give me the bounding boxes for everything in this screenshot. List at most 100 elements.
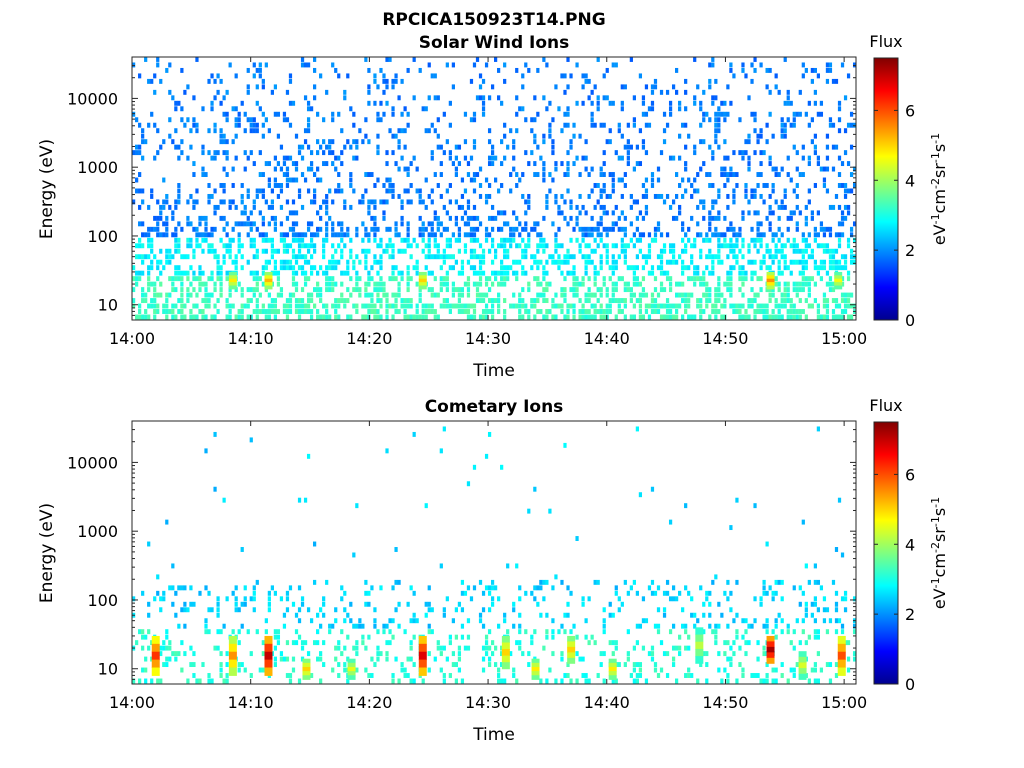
spectrogram-cell [442,281,446,287]
spectrogram-cell [469,237,474,243]
spectrogram-cell [720,166,724,172]
spectrogram-cell [840,161,845,167]
spectrogram-cell [726,623,730,629]
spectrogram-cell [406,221,410,227]
spectrogram-cell [650,106,655,112]
spectrogram-cell [288,259,293,265]
spectrogram-cell [521,84,525,90]
spectrogram-cell [216,298,220,304]
spectrogram-cell [309,221,314,227]
flux-hotspot-cell [228,275,237,280]
spectrogram-cell [596,199,600,205]
spectrogram-cell [831,309,836,314]
spectrogram-cell [141,292,145,298]
spectrogram-cell [816,634,820,640]
spectrogram-cell [801,281,805,287]
spectrogram-cell [765,662,769,668]
spectrogram-cell [231,139,235,145]
spectrogram-cell [313,287,317,293]
spectrogram-cell [563,673,567,678]
spectrogram-cell [210,226,214,232]
spectrogram-cell [180,292,184,298]
spectrogram-cell [213,150,217,156]
spectrogram-cell [771,314,775,320]
spectrogram-cell [264,265,268,271]
spectrogram-cell [584,226,588,232]
spectrogram-cell [668,204,673,210]
spectrogram-cell [255,226,259,232]
spectrogram-cell [533,629,537,635]
spectrogram-cell [756,210,760,216]
spectrogram-cell [418,314,422,320]
spectrogram-cell [822,314,827,320]
spectrogram-cell [756,673,760,678]
spectrogram-cell [756,139,760,145]
spectrogram-cell [581,155,585,161]
flux-hotspot-cell [418,651,427,661]
spectrogram-cell [306,298,311,304]
spectrogram-cell [427,128,431,134]
spectrogram-cell [693,612,697,618]
spectrogram-cell [503,678,507,684]
flux-hotspot-cell [264,659,273,669]
spectrogram-cell [367,67,371,73]
spectrogram-cell [605,226,609,232]
spectrogram-cell [249,128,253,134]
spectrogram-cell [795,292,799,298]
spectrogram-cell [454,237,458,243]
spectrogram-cell [684,232,688,238]
spectrogram-cell [382,199,386,205]
spectrogram-cell [732,651,736,657]
spectrogram-cell [771,287,775,293]
spectrogram-cell [756,656,760,662]
spectrogram-cell [376,656,380,662]
spectrogram-cell [678,651,682,657]
spectrogram-cell [249,298,253,304]
spectrogram-cell [681,221,685,227]
spectrogram-cell [147,629,151,635]
axes-cometary: 14:00 14:10 14:20 14:30 14:40 14:50 15:0010100… [67,420,867,712]
spectrogram-cell [406,188,410,194]
spectrogram-cell [515,172,519,177]
spectrogram-cell [801,73,805,79]
spectrogram-cell [162,265,166,271]
spectrogram-cell [219,215,223,221]
spectrogram-cell [635,281,639,287]
colorbar-tick-label: 0 [905,675,915,694]
spectrogram-cell [741,314,745,320]
spectrogram-cell [210,292,214,298]
spectrogram-cell [771,210,775,216]
spectrogram-cell [237,640,241,646]
spectrogram-cell [753,673,757,678]
spectrogram-cell [708,292,712,298]
flux-hotspot-cell [264,643,273,653]
spectrogram-cell [708,601,712,607]
colorbar-title-solar-wind: Flux [869,32,902,51]
spectrogram-cell [566,57,570,62]
spectrogram-cell [373,100,377,106]
spectrogram-cell [702,651,706,657]
spectrogram-cell [300,270,305,276]
spectrogram-cell [228,62,232,68]
spectrogram-cell [572,287,576,293]
spectrogram-cell [587,193,591,199]
spectrogram-cell [825,133,830,139]
spectrogram-cell [180,276,184,282]
spectrogram-cell [560,656,564,662]
spectrogram-cell [846,122,851,128]
spectrogram-cell [684,309,688,314]
spectrogram-cell [699,199,703,205]
spectrogram-cell [702,629,706,635]
spectrogram-cell [638,237,643,243]
spectrogram-cell [216,629,220,635]
spectrogram-cell [563,287,567,293]
spectrogram-cell [684,298,688,304]
spectrogram-cell [364,226,368,232]
colorbar-tick-label: 4 [905,535,915,554]
spectrogram-cell [629,57,633,62]
spectrogram-cell [331,117,335,123]
spectrogram-cell [466,645,471,651]
spectrogram-cell [687,634,691,640]
spectrogram-cell [702,199,706,205]
spectrogram-cell [656,177,661,183]
